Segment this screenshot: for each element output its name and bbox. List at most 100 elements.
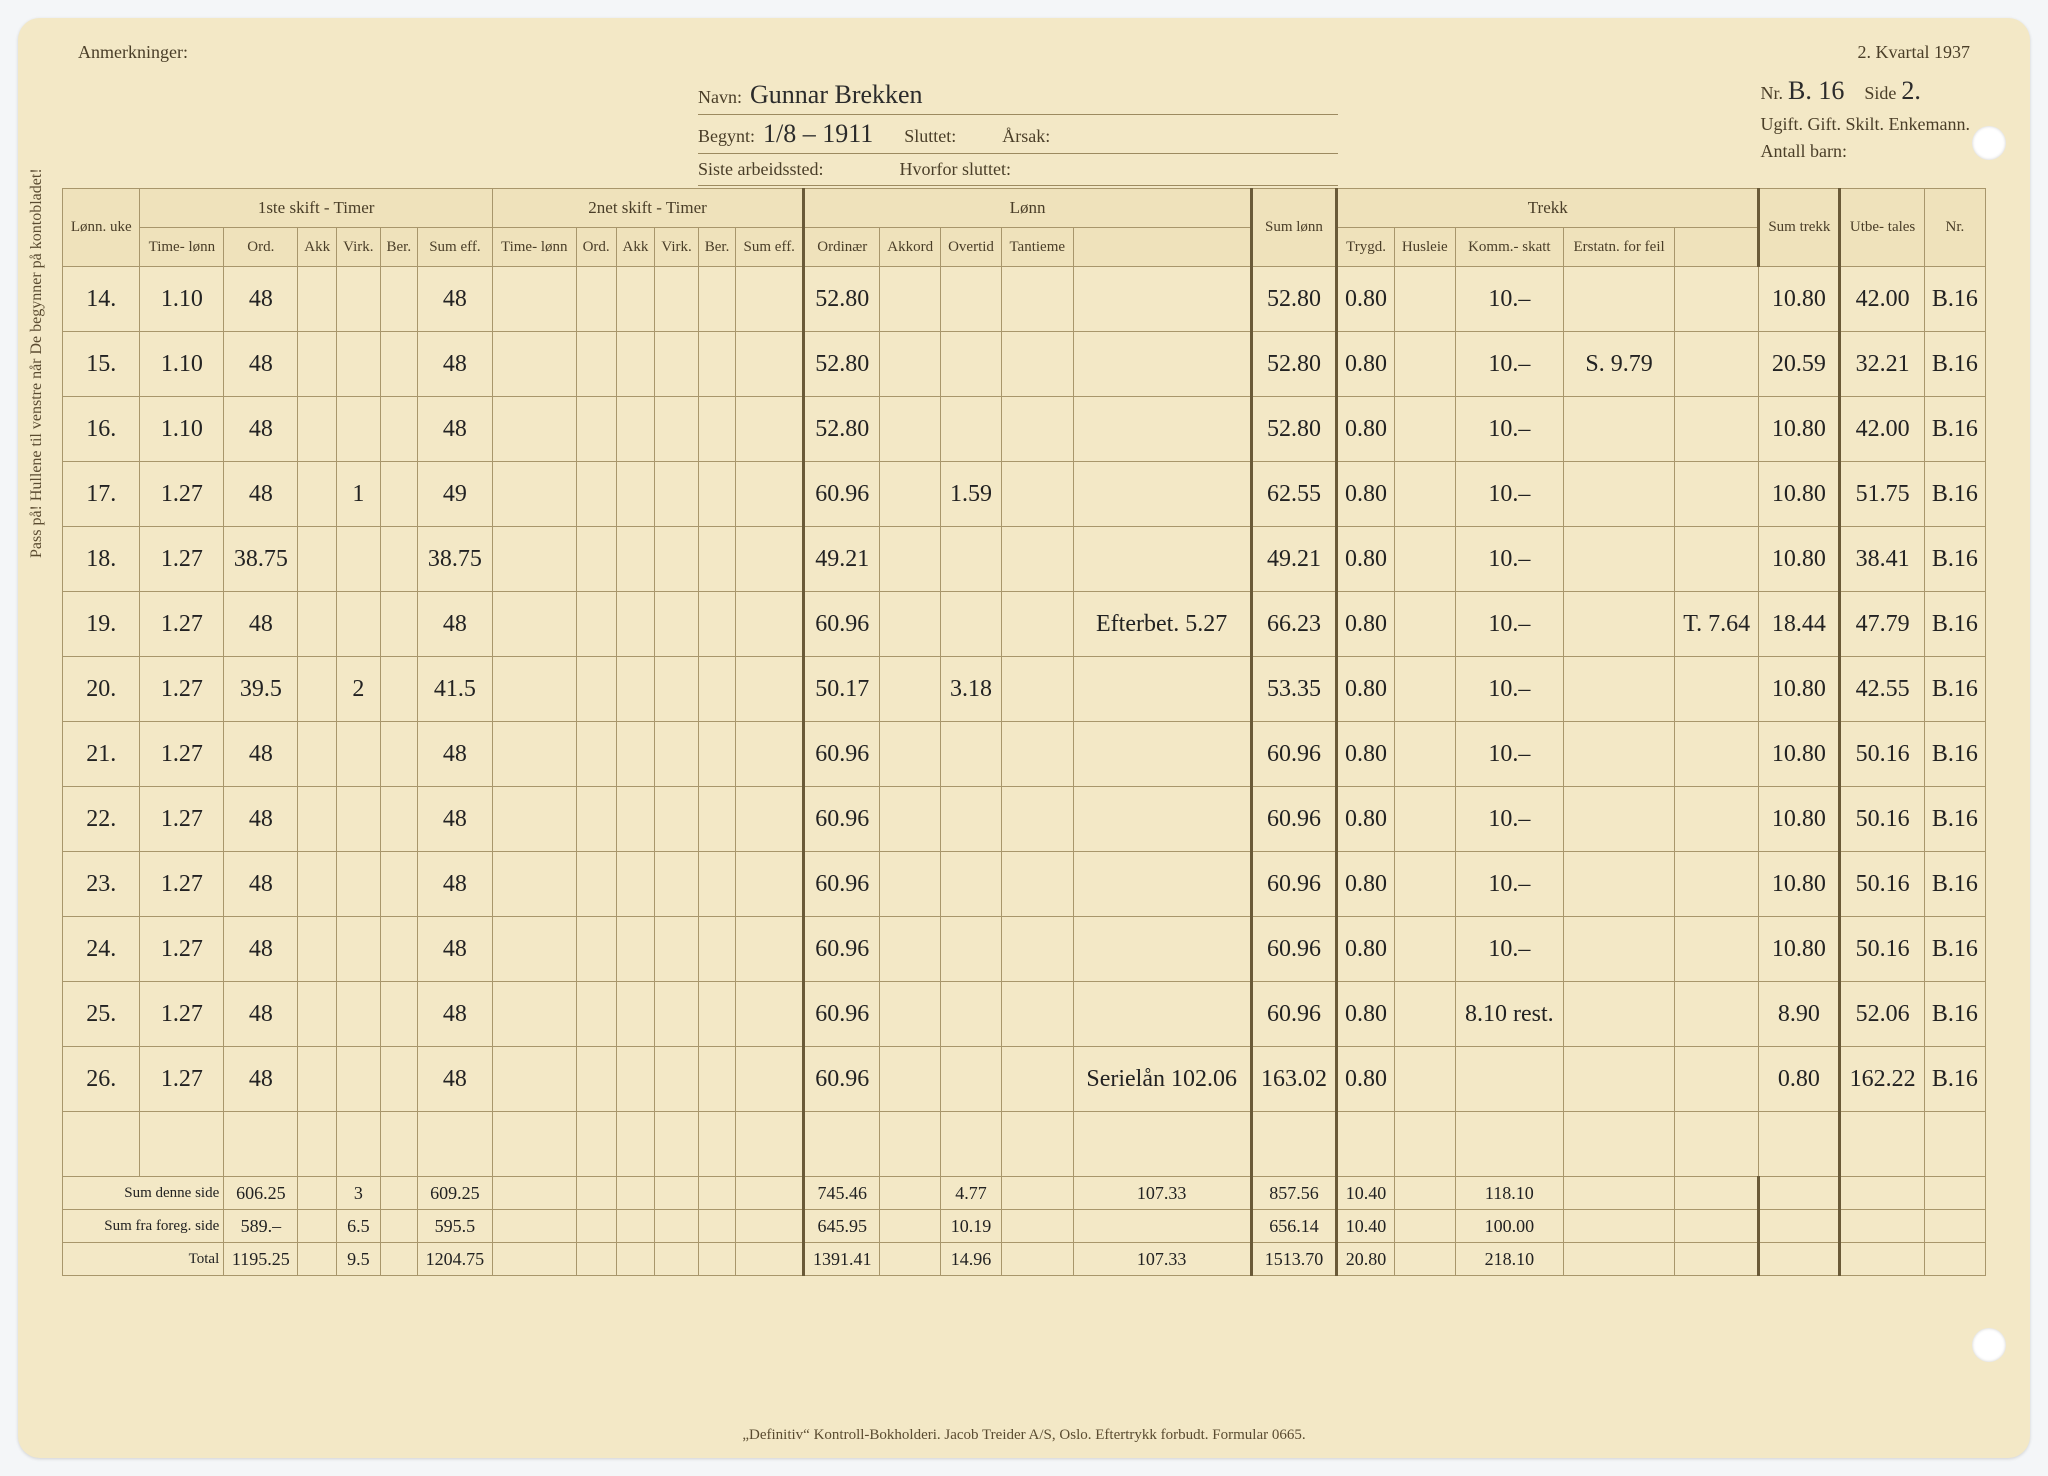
cell: 8.10 rest. <box>1455 982 1563 1047</box>
cell <box>1001 1112 1073 1177</box>
col-sum-trekk: Sum trekk <box>1759 189 1840 267</box>
cell: 10.40 <box>1337 1210 1395 1243</box>
cell <box>655 852 699 917</box>
cell <box>941 982 1002 1047</box>
cell <box>736 657 804 722</box>
cell <box>698 462 735 527</box>
cell <box>492 852 576 917</box>
cell <box>1675 1112 1759 1177</box>
cell: 48 <box>417 1047 492 1112</box>
cell: B.16 <box>1924 982 1985 1047</box>
cell: 49.21 <box>1251 527 1336 592</box>
cell <box>380 1112 417 1177</box>
cell <box>1001 397 1073 462</box>
cell: 0.80 <box>1337 722 1395 787</box>
cell <box>492 657 576 722</box>
cell <box>492 527 576 592</box>
cell <box>298 1112 337 1177</box>
cell <box>880 852 941 917</box>
cell <box>576 1243 616 1276</box>
cell: 38.41 <box>1840 527 1924 592</box>
col-ord: Ord. <box>224 228 298 267</box>
cell <box>1394 787 1455 852</box>
cell <box>1563 1177 1674 1210</box>
cell: 50.17 <box>804 657 880 722</box>
cell <box>1394 1177 1455 1210</box>
cell: 0.80 <box>1337 787 1395 852</box>
cell: 163.02 <box>1251 1047 1336 1112</box>
cell: 0.80 <box>1337 982 1395 1047</box>
cell <box>1073 787 1251 852</box>
cell: 107.33 <box>1073 1177 1251 1210</box>
cell <box>698 1243 735 1276</box>
cell: 51.75 <box>1840 462 1924 527</box>
cell: 1.10 <box>140 332 224 397</box>
table-row <box>63 1112 1986 1177</box>
cell <box>492 1112 576 1177</box>
cell: 10.– <box>1455 527 1563 592</box>
cell <box>880 1210 941 1243</box>
cell <box>655 1177 699 1210</box>
cell <box>616 722 655 787</box>
cell <box>576 1047 616 1112</box>
cell <box>337 332 381 397</box>
cell <box>698 267 735 332</box>
cell: Efterbet. 5.27 <box>1073 592 1251 657</box>
cell <box>880 332 941 397</box>
cell: 48 <box>224 592 298 657</box>
cell <box>1001 852 1073 917</box>
col-ordinaer: Ordinær <box>804 228 880 267</box>
cell <box>941 1047 1002 1112</box>
side-vertical-text: Pass på! Hullene til venstre når De begy… <box>28 168 46 558</box>
cell: 589.– <box>224 1210 298 1243</box>
cell: B.16 <box>1924 267 1985 332</box>
cell <box>1759 1177 1840 1210</box>
cell <box>616 462 655 527</box>
col-extra2 <box>1675 228 1759 267</box>
cell <box>736 1177 804 1210</box>
cell <box>298 657 337 722</box>
cell <box>298 787 337 852</box>
cell <box>698 1047 735 1112</box>
cell <box>298 397 337 462</box>
cell <box>298 267 337 332</box>
cell <box>1455 1112 1563 1177</box>
cell <box>337 917 381 982</box>
cell: 0.80 <box>1337 592 1395 657</box>
cell <box>1073 657 1251 722</box>
cell <box>576 592 616 657</box>
cell <box>1394 1210 1455 1243</box>
cell <box>1001 982 1073 1047</box>
cell: 0.80 <box>1337 397 1395 462</box>
cell: 1195.25 <box>224 1243 298 1276</box>
cell <box>1924 1243 1985 1276</box>
col-utbetales: Utbe- tales <box>1840 189 1924 267</box>
table-row: 18.1.2738.7538.7549.2149.210.8010.–10.80… <box>63 527 1986 592</box>
cell: 0.80 <box>1337 267 1395 332</box>
cell <box>380 917 417 982</box>
cell: 60.96 <box>804 462 880 527</box>
cell: 48 <box>224 852 298 917</box>
cell: 60.96 <box>1251 917 1336 982</box>
cell: 19. <box>63 592 140 657</box>
cell <box>1073 1112 1251 1177</box>
table-row: 17.1.274814960.961.5962.550.8010.–10.805… <box>63 462 1986 527</box>
cell <box>492 787 576 852</box>
cell: B.16 <box>1924 722 1985 787</box>
cell <box>576 397 616 462</box>
col-sum-lonn: Sum lønn <box>1251 189 1336 267</box>
cell <box>298 852 337 917</box>
col-ov-virk2: Virk. <box>655 228 699 267</box>
cell <box>337 397 381 462</box>
cell: 10.19 <box>941 1210 1002 1243</box>
cell: 66.23 <box>1251 592 1336 657</box>
cell <box>298 592 337 657</box>
cell <box>1001 527 1073 592</box>
cell: 48 <box>417 592 492 657</box>
cell <box>1001 462 1073 527</box>
cell: 42.00 <box>1840 397 1924 462</box>
begynt-value: 1/8 – 1911 <box>763 119 873 149</box>
cell <box>736 1210 804 1243</box>
cell <box>941 917 1002 982</box>
cell: 60.96 <box>804 982 880 1047</box>
